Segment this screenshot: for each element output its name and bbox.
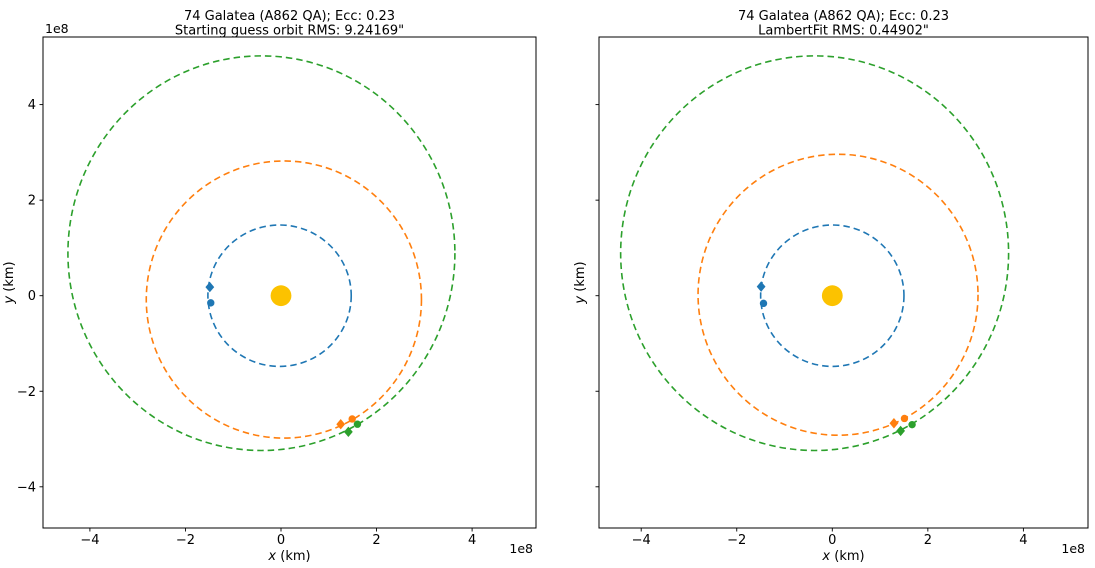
orbit-inner	[759, 224, 905, 368]
sun-marker	[270, 285, 292, 307]
marker-orange-circle	[348, 415, 356, 423]
x-tick-label: −4	[632, 533, 651, 548]
marker-green-diamond	[343, 426, 353, 438]
y-tick-label: 4	[28, 98, 36, 113]
orbit-inner	[207, 224, 353, 368]
x-axis-offset-label: 1e8	[1061, 541, 1085, 556]
x-axis-label: x (km)	[821, 549, 864, 564]
x-tick-label: 2	[372, 533, 380, 548]
x-tick-label: 0	[828, 533, 836, 548]
plot-title-line1: 74 Galatea (A862 QA); Ecc: 0.23	[184, 9, 395, 24]
axes-frame	[598, 36, 1089, 529]
marker-orange-circle	[900, 414, 909, 423]
marker-orange-diamond	[889, 418, 899, 429]
y-axis-label: y (km)	[2, 261, 17, 304]
marker-blue-diamond	[205, 281, 215, 293]
orbit-outer	[619, 55, 1010, 452]
x-tick-label: −2	[727, 533, 746, 548]
x-axis-label: x (km)	[267, 549, 310, 564]
y-tick-label: −2	[17, 385, 36, 400]
x-tick-label: −4	[80, 533, 99, 548]
orbit-middle	[697, 153, 979, 437]
x-tick-label: −2	[176, 533, 195, 548]
marker-green-diamond	[896, 425, 906, 437]
y-axis-label: y (km)	[573, 261, 588, 304]
y-tick-label: −4	[17, 480, 36, 495]
marker-green-circle	[353, 420, 362, 428]
plot-title-line1: 74 Galatea (A862 QA); Ecc: 0.23	[738, 9, 949, 24]
plot-title-line2: Starting guess orbit RMS: 9.24169"	[175, 24, 404, 39]
y-axis-offset-label: 1e8	[45, 21, 69, 36]
orbit-outer	[67, 55, 456, 452]
x-tick-label: 4	[468, 533, 476, 548]
left-panel: 74 Galatea (A862 QA); Ecc: 0.23Starting …	[2, 9, 537, 564]
right-panel: 74 Galatea (A862 QA); Ecc: 0.23LambertFi…	[573, 9, 1089, 564]
plot-title-line2: LambertFit RMS: 0.44902"	[758, 24, 929, 39]
y-tick-label: 0	[28, 289, 36, 304]
y-tick-label: 2	[28, 194, 36, 209]
marker-blue-circle	[759, 299, 768, 308]
marker-green-circle	[908, 420, 916, 429]
x-tick-label: 4	[1019, 533, 1027, 548]
orbit-middle	[145, 160, 423, 439]
x-axis-offset-label: 1e8	[509, 541, 533, 556]
marker-blue-diamond	[756, 281, 766, 292]
marker-blue-circle	[207, 299, 215, 307]
marker-orange-diamond	[336, 419, 346, 430]
axes-frame	[42, 36, 537, 529]
x-tick-label: 0	[277, 533, 285, 548]
x-tick-label: 2	[924, 533, 932, 548]
sun-marker	[821, 285, 843, 307]
